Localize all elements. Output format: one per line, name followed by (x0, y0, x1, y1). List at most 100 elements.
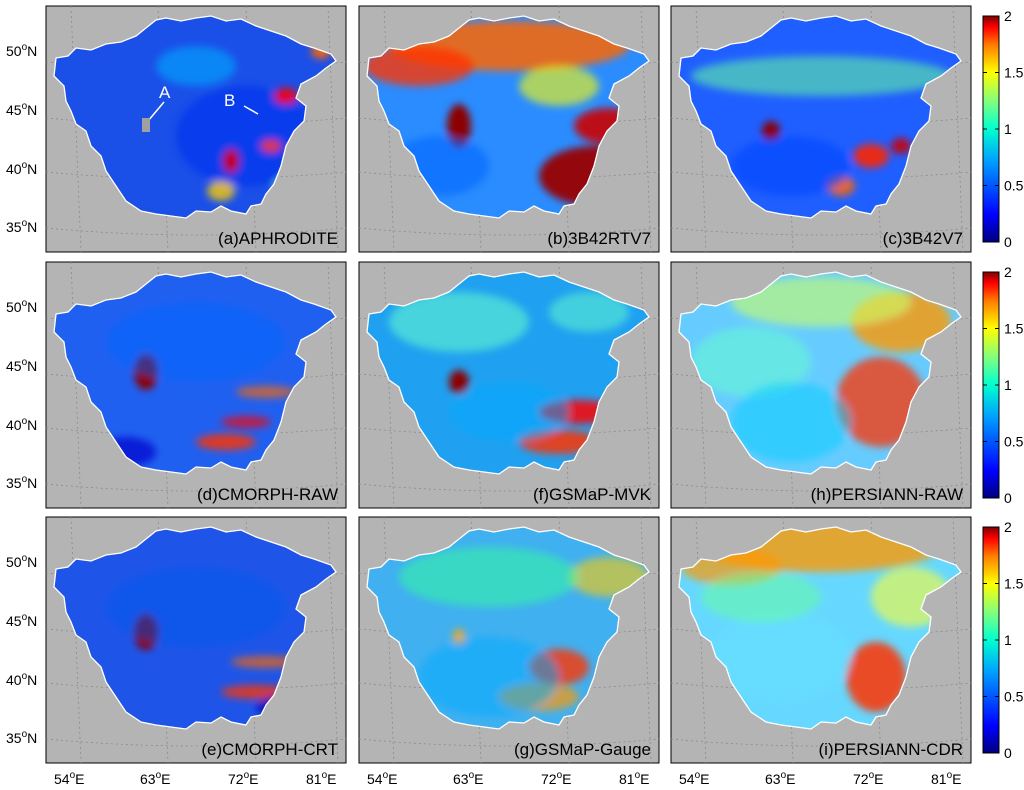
field-anomaly (891, 138, 911, 154)
longitude-label: 54oE (367, 770, 397, 787)
panel-label: (g)GSMaP-Gauge (514, 740, 651, 759)
field-anomaly (711, 612, 851, 702)
arrow-a (147, 101, 165, 122)
field-anomaly (389, 292, 529, 352)
latitude-line (45, 483, 347, 492)
map-panel-i: (i)PERSIANN-CDR 54oE 63oE 72oE 81oE (670, 516, 972, 787)
longitude-label: 72oE (228, 770, 258, 787)
longitude-line (695, 261, 707, 509)
field-anomaly (853, 144, 889, 168)
longitude-line (327, 261, 339, 509)
longitude-line (640, 5, 652, 253)
field-anomaly (449, 382, 569, 442)
colorbar-label: 1 (1004, 121, 1012, 137)
longitude-line (695, 5, 707, 253)
field-texture (691, 277, 951, 462)
field-anomaly (762, 121, 780, 141)
longitude-label: 63oE (453, 770, 483, 787)
field-anomaly (156, 46, 236, 86)
colorbar-label: 0 (1004, 745, 1012, 761)
field-anomaly (261, 140, 281, 152)
field-anomaly (836, 357, 926, 447)
longitude-line (952, 261, 964, 509)
colorbar-label: 0 (1004, 234, 1012, 250)
longitude-line (383, 516, 395, 764)
gray-cell (142, 118, 150, 132)
field-texture (96, 302, 296, 467)
field-anomaly (236, 386, 296, 398)
panel-label: (h)PERSIANN-RAW (811, 485, 963, 504)
precipitation-field (54, 272, 336, 474)
arrow-b (243, 105, 259, 115)
colorbar-label: 0.5 (1004, 689, 1024, 705)
field-anomaly (106, 567, 286, 647)
latitude-line (670, 227, 972, 236)
map-panel-a: (a)APHRODITE A B 50oN 45oN 40oN 35oN (6, 5, 347, 253)
longitude-line (640, 261, 652, 509)
field-anomaly (447, 104, 471, 148)
longitude-line (952, 516, 964, 764)
longitude-label: 72oE (541, 770, 571, 787)
annotation-a: A (159, 83, 171, 102)
colorbar-label: 1 (1004, 377, 1012, 393)
panel-label: (e)CMORPH-CRT (201, 740, 338, 759)
annotation-b: B (224, 91, 235, 110)
latitude-line (358, 483, 660, 492)
longitude-label: 81oE (306, 770, 336, 787)
colorbar: 2 1.5 1 0.5 0 (982, 519, 1024, 761)
map-panel-c: (c)3B42V7 (670, 5, 972, 253)
colorbar-label: 1 (1004, 632, 1012, 648)
field-anomaly (701, 572, 821, 622)
longitude-label: 81oE (619, 770, 649, 787)
colorbar-label: 2 (1004, 264, 1012, 280)
field-anomaly (367, 46, 474, 86)
longitude-label: 81oE (931, 770, 961, 787)
longitude-label: 63oE (765, 770, 795, 787)
longitude-line (70, 261, 82, 509)
field-anomaly (221, 416, 271, 428)
latitude-line (358, 227, 660, 236)
map-panel-e: (e)CMORPH-CRT 50oN 45oN 40oN 35oN 54oE 63oE 72o… (6, 516, 347, 787)
longitude-line (640, 516, 652, 764)
latitude-label: 35oN (6, 218, 37, 235)
panel-label: (i)PERSIANN-CDR (819, 740, 964, 759)
field-anomaly (846, 642, 906, 712)
field-anomaly (731, 382, 851, 462)
latitude-line (45, 227, 347, 236)
precipitation-field (679, 16, 961, 218)
field-anomaly (274, 88, 298, 104)
map-panel-f: (f)GSMaP-MVK (358, 261, 660, 509)
latitude-label: 35oN (6, 474, 37, 491)
field-anomaly (449, 370, 469, 394)
field-anomaly (399, 547, 579, 607)
field-anomaly (731, 136, 851, 196)
field-anomaly (691, 327, 811, 397)
longitude-line (383, 261, 395, 509)
field-anomaly (731, 277, 911, 327)
colorbar-label: 1.5 (1004, 65, 1024, 81)
latitude-label: 40oN (6, 416, 37, 433)
longitude-line (327, 5, 339, 253)
colorbar-label: 1.5 (1004, 576, 1024, 592)
colorbar: 2 1.5 1 0.5 0 (982, 8, 1024, 250)
longitude-line (952, 5, 964, 253)
longitude-label: 63oE (140, 770, 170, 787)
colorbar-label: 2 (1004, 519, 1012, 535)
latitude-label: 45oN (6, 101, 37, 118)
latitude-line (670, 483, 972, 492)
field-anomaly (196, 434, 256, 450)
longitude-label: 54oE (54, 770, 84, 787)
map-panel-d: (d)CMORPH-RAW 50oN 45oN 40oN 35oN (6, 261, 347, 509)
field-anomaly (549, 292, 629, 332)
colorbar-label: 2 (1004, 8, 1012, 24)
colorbar: 2 1.5 1 0.5 0 (982, 264, 1024, 506)
panel-label: (c)3B42V7 (883, 229, 963, 248)
field-texture (691, 56, 951, 196)
precipitation-field (367, 272, 649, 474)
colorbar-label: 0 (1004, 490, 1012, 506)
longitude-line (383, 5, 395, 253)
field-anomaly (207, 181, 235, 201)
field-anomaly (223, 149, 239, 173)
panel-label: (b)3B42RTV7 (547, 229, 651, 248)
colorbar-label: 0.5 (1004, 434, 1024, 450)
